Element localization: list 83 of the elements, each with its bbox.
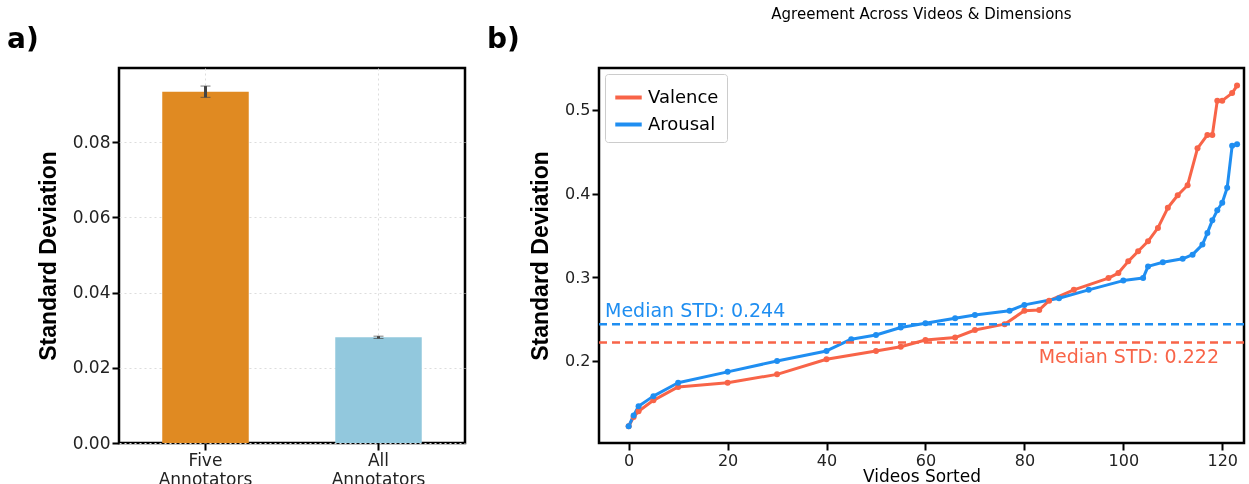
point: [1021, 301, 1028, 308]
point: [1056, 295, 1063, 302]
text: a): [7, 22, 39, 55]
point: [1184, 182, 1191, 189]
point: [1224, 184, 1231, 191]
point: [823, 356, 830, 363]
point: [1229, 142, 1236, 149]
point: [1204, 131, 1211, 138]
point: [1036, 306, 1043, 313]
y-tick-label: 0.3: [565, 267, 591, 287]
point: [1179, 255, 1186, 262]
point: [650, 393, 657, 400]
point: [1006, 307, 1013, 314]
point: [1194, 145, 1201, 152]
point: [1219, 97, 1226, 104]
point: [1140, 275, 1147, 282]
y-tick-label: 0.4: [565, 184, 591, 204]
point: [1046, 297, 1053, 304]
y-tick-label: 0.2: [565, 351, 591, 371]
text: b): [487, 22, 520, 55]
x-tick-label: All Annotators: [331, 449, 426, 484]
y-tick-label: 0.00: [72, 432, 111, 453]
point: [1229, 90, 1236, 97]
point: [635, 408, 642, 415]
legend-label: Valence: [648, 85, 719, 107]
point: [952, 334, 959, 341]
point: [1209, 217, 1216, 224]
point: [872, 347, 879, 354]
y-tick-label: 0.06: [72, 206, 111, 227]
point: [1105, 275, 1112, 282]
point: [1125, 258, 1132, 265]
point: [823, 347, 830, 354]
point: [1145, 263, 1152, 270]
point: [1209, 131, 1216, 138]
point: [774, 371, 781, 378]
point: [1214, 97, 1221, 104]
point: [1164, 204, 1171, 211]
point: [675, 379, 682, 386]
point: [1145, 238, 1152, 245]
x-tick-label: Five Annotators: [158, 449, 253, 484]
point: [897, 343, 904, 350]
point: [1219, 199, 1226, 206]
point: [1085, 286, 1092, 293]
point: [1234, 141, 1241, 148]
x-tick-label: 120: [1207, 450, 1239, 470]
chart-title: Agreement Across Videos & Dimensions: [771, 5, 1072, 23]
y-tick-label: 0.5: [565, 100, 591, 120]
ref-line-label: Median STD: 0.222: [1038, 344, 1219, 367]
y-tick-label: 0.08: [72, 131, 111, 152]
point: [1204, 229, 1211, 236]
x-tick-label: 20: [717, 450, 739, 470]
point: [635, 403, 642, 410]
y-axis-title: Standard Deviation: [34, 151, 61, 361]
point: [1189, 251, 1196, 258]
y-tick-label: 0.04: [72, 282, 111, 303]
point: [971, 327, 978, 333]
point: [1021, 307, 1028, 314]
legend-label: Arousal: [648, 112, 716, 134]
point: [1135, 248, 1142, 255]
y-tick-label: 0.02: [72, 357, 111, 378]
point: [872, 332, 879, 339]
point: [897, 324, 904, 331]
point: [724, 379, 731, 386]
x-tick-label: 40: [816, 450, 838, 470]
point: [1234, 82, 1241, 89]
point: [1115, 270, 1122, 277]
point: [1214, 207, 1221, 214]
point: [1120, 277, 1127, 284]
x-tick-label: 0: [624, 450, 635, 470]
point: [1070, 286, 1077, 293]
point: [1154, 224, 1161, 231]
y-axis-title: Standard Deviation: [527, 151, 554, 361]
point: [1159, 259, 1166, 266]
point: [1174, 192, 1181, 199]
point: [1199, 241, 1206, 248]
point: [724, 368, 731, 375]
x-tick-label: 100: [1108, 450, 1140, 470]
point: [952, 315, 959, 322]
point: [774, 357, 781, 364]
ref-line-label: Median STD: 0.244: [605, 299, 786, 322]
point: [848, 336, 855, 343]
x-tick-label: 80: [1014, 450, 1036, 470]
point: [971, 311, 978, 318]
